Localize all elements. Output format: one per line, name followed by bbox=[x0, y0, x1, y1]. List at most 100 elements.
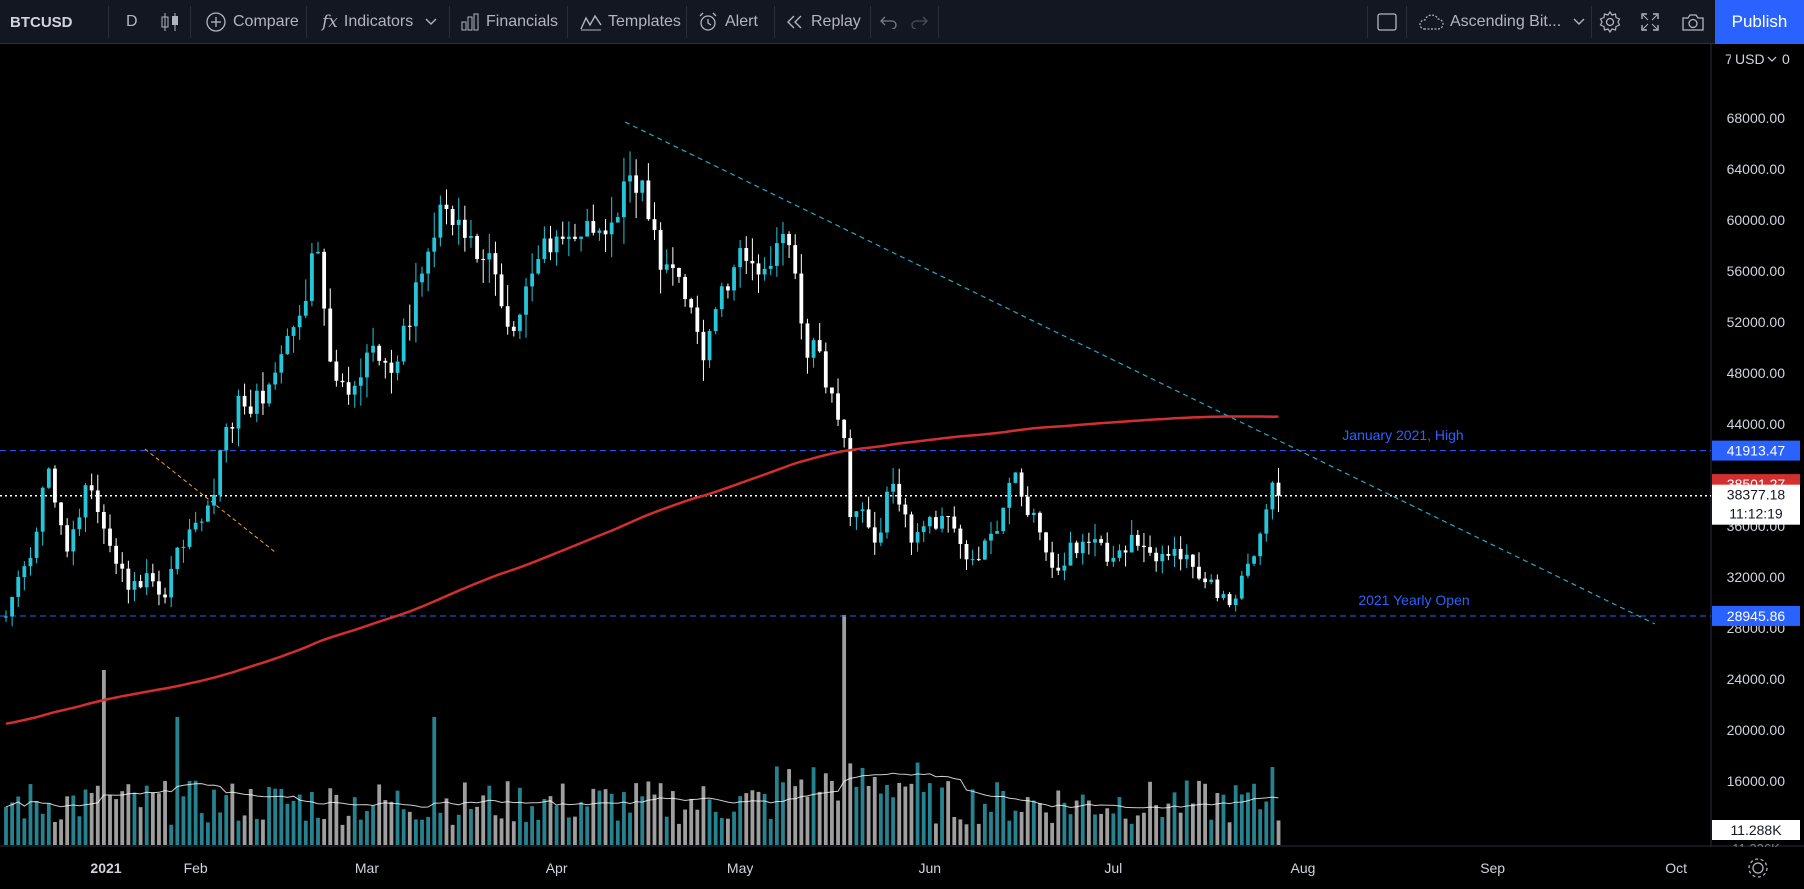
candlesticks bbox=[4, 151, 1281, 627]
time-tick-label: Apr bbox=[546, 860, 568, 876]
screenshot-button[interactable] bbox=[1681, 0, 1705, 44]
yearly-open-annotation[interactable]: 2021 Yearly Open bbox=[1358, 592, 1469, 608]
volume-bar bbox=[652, 794, 657, 845]
candle bbox=[444, 189, 449, 225]
candle bbox=[970, 549, 975, 566]
plus-circle-icon bbox=[206, 12, 226, 32]
candle bbox=[738, 239, 743, 288]
volume-bar bbox=[1215, 793, 1220, 845]
time-tick-label: Oct bbox=[1665, 860, 1687, 876]
candle bbox=[652, 202, 657, 240]
volume-bar bbox=[579, 802, 583, 845]
volume-bar bbox=[774, 766, 779, 845]
volume-bar bbox=[1160, 817, 1165, 845]
candle bbox=[132, 572, 137, 602]
volume-bar bbox=[609, 793, 614, 845]
volume-bar bbox=[212, 789, 216, 845]
settings-button[interactable] bbox=[1598, 0, 1622, 44]
candle bbox=[383, 357, 388, 379]
financials-button[interactable]: Financials bbox=[460, 0, 558, 44]
candle bbox=[230, 422, 235, 444]
candle bbox=[242, 383, 247, 415]
alert-button[interactable]: Alert bbox=[697, 0, 758, 44]
chevron-down-icon bbox=[1573, 18, 1585, 25]
volume-bar bbox=[615, 820, 620, 845]
price-chart[interactable]: January 2021, High 2021 Yearly Open 6800… bbox=[0, 44, 1804, 889]
candle bbox=[1007, 477, 1012, 525]
last-price-label-background bbox=[1712, 484, 1800, 525]
candle bbox=[297, 305, 302, 340]
volume-bar bbox=[224, 795, 229, 845]
chart-settings-button[interactable] bbox=[1748, 858, 1768, 878]
volume-bar bbox=[903, 786, 908, 845]
volume-bar bbox=[1264, 801, 1269, 845]
layout-name-button[interactable]: Ascending Bit... bbox=[1418, 0, 1585, 44]
currency-selector[interactable]: USD bbox=[1731, 48, 1780, 70]
candle bbox=[573, 223, 577, 242]
price-axis-top-fragment-right: 0 bbox=[1782, 51, 1790, 67]
moving-average-line bbox=[5, 415, 1279, 725]
candle bbox=[964, 540, 969, 571]
volume-bar bbox=[1203, 783, 1208, 845]
volume-bar bbox=[456, 814, 461, 845]
volume-bar bbox=[1135, 815, 1140, 845]
time-axis-background bbox=[0, 847, 1804, 889]
toolbar-divider bbox=[1591, 6, 1592, 38]
january-high-annotation[interactable]: January 2021, High bbox=[1342, 427, 1463, 443]
fullscreen-layout-button[interactable] bbox=[1376, 0, 1398, 44]
chart-background bbox=[0, 44, 1804, 889]
candle bbox=[218, 449, 223, 502]
candle bbox=[432, 212, 437, 268]
volume-bar bbox=[1099, 813, 1104, 845]
volume-bar bbox=[726, 818, 730, 845]
volume-bar bbox=[291, 800, 296, 845]
january-high-price-label: 41913.47 bbox=[1712, 440, 1800, 461]
volume-bar bbox=[108, 795, 112, 845]
volume-bar bbox=[120, 791, 125, 845]
volume-bar bbox=[401, 809, 406, 845]
interval-button[interactable]: D bbox=[126, 13, 138, 30]
indicators-button[interactable]: fx Indicators bbox=[322, 0, 437, 44]
compare-button[interactable]: Compare bbox=[205, 0, 299, 44]
candle bbox=[1111, 545, 1116, 567]
volume-bar bbox=[352, 797, 357, 845]
candle bbox=[781, 221, 785, 266]
volume-bar bbox=[750, 790, 755, 845]
publish-button[interactable]: Publish bbox=[1715, 0, 1804, 44]
price-tick-label: 32000.00 bbox=[1727, 569, 1786, 585]
templates-button[interactable]: Templates bbox=[580, 0, 681, 44]
volume-bar bbox=[132, 792, 137, 845]
volume-bar bbox=[646, 781, 651, 845]
candle bbox=[414, 262, 418, 343]
fullscreen-button[interactable] bbox=[1640, 0, 1660, 44]
volume-bar bbox=[878, 793, 883, 845]
volume-bar bbox=[101, 670, 106, 845]
square-icon bbox=[1377, 13, 1397, 31]
bar-countdown-text: 11:12:19 bbox=[1729, 506, 1783, 522]
redo-button[interactable] bbox=[910, 0, 928, 44]
price-axis[interactable]: 68000.00 64000.00 60000.00 56000.00 52000.00… bbox=[1727, 110, 1786, 789]
symbol-search-button[interactable]: BTCUSD bbox=[10, 13, 73, 31]
price-tick-label: 64000.00 bbox=[1727, 161, 1786, 177]
volume-bar bbox=[481, 795, 486, 845]
volume-bar bbox=[524, 821, 528, 845]
candle bbox=[77, 508, 82, 536]
volume-bar bbox=[891, 797, 895, 845]
volume-bar bbox=[1117, 797, 1122, 845]
volume-bar bbox=[1252, 783, 1256, 845]
candle bbox=[89, 473, 94, 500]
candle bbox=[909, 511, 914, 555]
candle bbox=[95, 474, 100, 524]
candle bbox=[787, 231, 791, 258]
time-tick-label: Aug bbox=[1291, 860, 1316, 876]
undo-button[interactable] bbox=[880, 0, 898, 44]
replay-button[interactable]: Replay bbox=[785, 0, 861, 44]
candle bbox=[689, 297, 694, 314]
time-axis[interactable]: 2021 Feb Mar Apr May Jun Jul Aug Sep Oct bbox=[90, 860, 1687, 876]
candle bbox=[1074, 540, 1079, 559]
descending-trendline[interactable] bbox=[624, 121, 1656, 625]
gear-icon bbox=[1752, 862, 1764, 874]
chart-type-button[interactable] bbox=[160, 0, 180, 44]
candle bbox=[126, 560, 131, 604]
candle bbox=[1019, 468, 1024, 507]
